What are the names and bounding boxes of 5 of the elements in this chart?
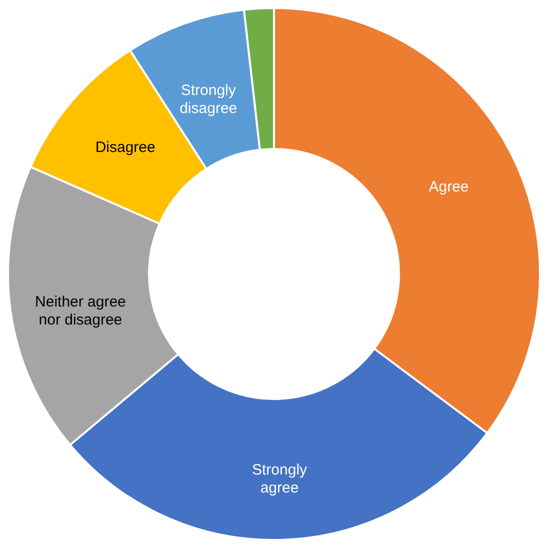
slice-label: Disagree [95,139,156,156]
slice-label: Strongly disagree [180,82,238,117]
slice-label: Neither agree nor disagree [35,294,126,329]
slice-label: Agree [428,178,469,196]
slice-label: Strongly agree [252,461,308,496]
